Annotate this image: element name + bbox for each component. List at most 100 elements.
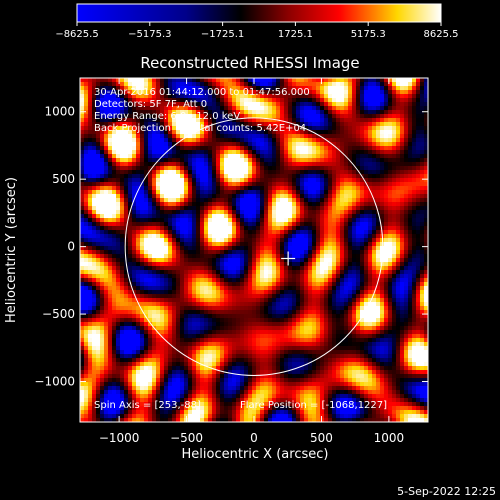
heatmap-cell: [224, 186, 228, 190]
heatmap-cell: [320, 130, 324, 134]
heatmap-cell: [396, 262, 400, 266]
heatmap-cell: [260, 194, 264, 198]
heatmap-cell: [220, 138, 224, 142]
heatmap-cell: [156, 294, 160, 298]
heatmap-cell: [144, 274, 148, 278]
heatmap-cell: [216, 294, 220, 298]
heatmap-cell: [80, 134, 84, 138]
heatmap-cell: [296, 226, 300, 230]
heatmap-cell: [236, 266, 240, 270]
heatmap-cell: [196, 290, 200, 294]
heatmap-cell: [104, 218, 108, 222]
heatmap-cell: [352, 110, 356, 114]
heatmap-cell: [372, 174, 376, 178]
heatmap-cell: [300, 138, 304, 142]
heatmap-cell: [396, 218, 400, 222]
heatmap-cell: [320, 190, 324, 194]
heatmap-cell: [256, 130, 260, 134]
heatmap-cell: [344, 90, 348, 94]
heatmap-cell: [232, 210, 236, 214]
heatmap-cell: [124, 134, 128, 138]
heatmap-cell: [368, 226, 372, 230]
heatmap-cell: [376, 82, 380, 86]
heatmap-cell: [360, 210, 364, 214]
heatmap-cell: [368, 246, 372, 250]
heatmap-cell: [120, 222, 124, 226]
heatmap-cell: [336, 246, 340, 250]
heatmap-cell: [424, 214, 428, 218]
heatmap-cell: [376, 134, 380, 138]
heatmap-cell: [348, 230, 352, 234]
heatmap-cell: [408, 102, 412, 106]
heatmap-cell: [376, 270, 380, 274]
heatmap-cell: [124, 202, 128, 206]
heatmap-cell: [388, 118, 392, 122]
heatmap-cell: [380, 110, 384, 114]
heatmap-cell: [368, 194, 372, 198]
heatmap-cell: [88, 290, 92, 294]
heatmap-cell: [284, 114, 288, 118]
heatmap-cell: [144, 234, 148, 238]
heatmap-cell: [420, 230, 424, 234]
heatmap-cell: [340, 174, 344, 178]
heatmap-cell: [140, 274, 144, 278]
heatmap-cell: [396, 194, 400, 198]
heatmap-cell: [116, 162, 120, 166]
heatmap-cell: [200, 214, 204, 218]
heatmap-cell: [204, 294, 208, 298]
heatmap-cell: [104, 258, 108, 262]
heatmap-cell: [320, 250, 324, 254]
heatmap-cell: [228, 142, 232, 146]
heatmap-cell: [228, 162, 232, 166]
heatmap-cell: [124, 222, 128, 226]
heatmap-cell: [232, 198, 236, 202]
heatmap-cell: [300, 246, 304, 250]
heatmap-cell: [140, 194, 144, 198]
heatmap-cell: [224, 278, 228, 282]
heatmap-cell: [128, 126, 132, 130]
heatmap-cell: [360, 106, 364, 110]
heatmap-cell: [336, 202, 340, 206]
heatmap-cell: [176, 162, 180, 166]
heatmap-cell: [124, 110, 128, 114]
heatmap-cell: [376, 282, 380, 286]
heatmap-cell: [124, 274, 128, 278]
heatmap-cell: [240, 166, 244, 170]
heatmap-cell: [372, 106, 376, 110]
heatmap-cell: [268, 106, 272, 110]
heatmap-cell: [168, 150, 172, 154]
heatmap-cell: [316, 274, 320, 278]
heatmap-cell: [200, 110, 204, 114]
heatmap-cell: [196, 298, 200, 302]
heatmap-cell: [128, 186, 132, 190]
heatmap-cell: [164, 246, 168, 250]
heatmap-cell: [188, 154, 192, 158]
heatmap-cell: [420, 258, 424, 262]
heatmap-cell: [324, 82, 328, 86]
heatmap-cell: [164, 214, 168, 218]
heatmap-cell: [380, 150, 384, 154]
heatmap-cell: [148, 82, 152, 86]
heatmap-cell: [92, 306, 96, 310]
heatmap-cell: [396, 198, 400, 202]
heatmap-cell: [308, 190, 312, 194]
heatmap-cell: [208, 202, 212, 206]
heatmap-cell: [96, 142, 100, 146]
heatmap-cell: [248, 246, 252, 250]
heatmap-cell: [164, 202, 168, 206]
heatmap-cell: [288, 294, 292, 298]
heatmap-cell: [268, 274, 272, 278]
heatmap-cell: [272, 214, 276, 218]
heatmap-cell: [96, 290, 100, 294]
heatmap-cell: [204, 82, 208, 86]
heatmap-cell: [280, 114, 284, 118]
heatmap-cell: [352, 298, 356, 302]
heatmap-cell: [168, 78, 172, 82]
heatmap-cell: [184, 194, 188, 198]
heatmap-cell: [96, 138, 100, 142]
heatmap-cell: [252, 102, 256, 106]
heatmap-cell: [148, 290, 152, 294]
heatmap-cell: [364, 86, 368, 90]
heatmap-cell: [288, 230, 292, 234]
heatmap-cell: [232, 294, 236, 298]
